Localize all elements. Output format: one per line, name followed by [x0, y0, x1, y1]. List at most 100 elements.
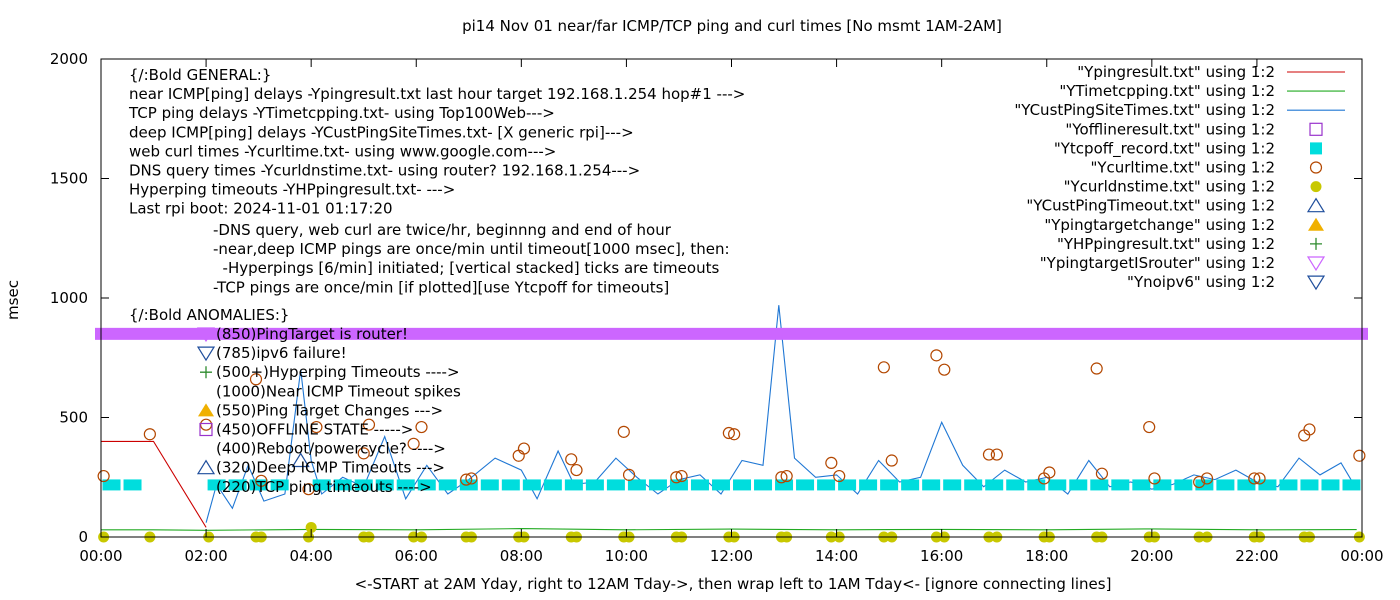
data-point: [796, 479, 815, 491]
data-point: [362, 418, 376, 431]
data-point: [1027, 479, 1046, 491]
data-point: [438, 479, 457, 491]
legend-marker: [1310, 237, 1322, 250]
x-tick: 22:00: [1235, 59, 1279, 565]
data-point: [1216, 479, 1235, 491]
data-point: [480, 479, 499, 491]
data-point: [754, 479, 773, 491]
annotation-general-line: near ICMP[ping] delays -Ypingresult.txt …: [129, 85, 745, 103]
data-point: [990, 448, 1003, 461]
data-point: [1248, 472, 1261, 485]
data-point: [1200, 472, 1214, 485]
legend-item: "YpingtargetISrouter" using 1:2: [1040, 254, 1326, 272]
data-point: [1353, 449, 1366, 462]
legend-item: "Yofflineresult.txt" using 1:2: [1065, 120, 1323, 138]
data-point: [228, 479, 247, 491]
data-point: [249, 479, 268, 491]
data-point: [517, 442, 531, 455]
data-point: [964, 479, 983, 491]
legend-marker: [1306, 256, 1326, 272]
data-point: [648, 479, 667, 491]
data-point: [1069, 479, 1088, 491]
legend-item: "YTimetcpping.txt" using 1:2: [1059, 82, 1345, 100]
series-ypingtargetisrouter-using-1-2: [95, 327, 1368, 340]
data-point: [501, 479, 520, 491]
x-tick: 00:00: [1340, 59, 1384, 565]
data-point: [1132, 479, 1151, 491]
anomaly-label: (785)ipv6 failure!: [216, 344, 347, 362]
y-tick-label: 0: [78, 528, 88, 546]
data-point: [825, 456, 838, 470]
legend-label: "YHPpingresult.txt" using 1:2: [1057, 235, 1275, 253]
legend-marker: [1310, 142, 1322, 155]
anomaly-marker: [196, 346, 216, 362]
x-tick-label: 06:00: [395, 547, 438, 565]
data-point: [775, 479, 794, 491]
legend-label: "Ypingtargetchange" using 1:2: [1044, 216, 1275, 234]
data-point: [669, 479, 688, 491]
data-point: [396, 479, 415, 491]
data-point: [97, 469, 110, 483]
legend-item: "Ypingresult.txt" using 1:2: [1077, 63, 1345, 81]
legend: "Ypingresult.txt" using 1:2"YTimetcpping…: [1014, 63, 1345, 291]
series-ycurltime-txt-using-1-2: [97, 349, 1366, 496]
data-point: [585, 479, 604, 491]
anomaly-label: (1000)Near ICMP Timeout spikes: [216, 382, 461, 400]
legend-item: "YHPpingresult.txt" using 1:2: [1057, 235, 1322, 253]
y-tick: 0: [78, 528, 1362, 546]
x-tick-label: 12:00: [710, 547, 753, 565]
y-tick-label: 2000: [50, 50, 88, 68]
annotation-general-line: TCP ping delays -YTimetcpping.txt- using…: [128, 104, 555, 122]
x-tick-label: 02:00: [184, 547, 227, 565]
legend-item: "Ypingtargetchange" using 1:2: [1044, 216, 1324, 234]
data-point: [1006, 479, 1025, 491]
x-axis-label: <-START at 2AM Yday, right to 12AM Tday-…: [355, 575, 1112, 593]
anomaly-label: (500+)Hyperping Timeouts ---->: [216, 363, 460, 381]
data-point: [143, 428, 156, 441]
x-tick: 18:00: [1025, 59, 1068, 565]
annotation-note-line: -TCP pings are once/min [if plotted][use…: [213, 278, 669, 296]
data-point: [465, 472, 478, 485]
data-point: [305, 521, 317, 533]
data-point: [775, 471, 788, 484]
data-point: [1111, 479, 1130, 491]
data-point: [312, 479, 331, 491]
y-tick: 500: [59, 409, 1362, 427]
data-point: [1048, 479, 1067, 491]
data-point: [291, 452, 310, 468]
data-point: [1143, 420, 1156, 434]
data-point: [1253, 472, 1266, 485]
x-tick: 20:00: [1130, 59, 1173, 565]
anomaly-item: (850)PingTarget is router!: [196, 325, 408, 343]
legend-marker: [1310, 181, 1322, 193]
data-point: [543, 479, 562, 491]
anomaly-label: (850)PingTarget is router!: [216, 325, 408, 343]
legend-item: "YCustPingTimeout.txt" using 1:2: [1026, 197, 1326, 215]
y-tick: 2000: [50, 50, 1362, 68]
x-tick: 04:00: [290, 59, 333, 565]
data-point: [1090, 362, 1103, 375]
data-point: [817, 479, 836, 491]
data-point: [982, 448, 996, 461]
x-tick-label: 22:00: [1235, 547, 1278, 565]
data-point: [1279, 479, 1298, 491]
data-point: [357, 447, 370, 460]
x-tick: 08:00: [500, 59, 543, 565]
data-point: [859, 479, 878, 491]
data-point: [460, 473, 473, 486]
data-point: [838, 479, 857, 491]
legend-label: "Ypingresult.txt" using 1:2: [1077, 63, 1275, 81]
legend-label: "Ycurldnstime.txt" using 1:2: [1064, 178, 1275, 196]
y-tick-label: 1000: [50, 289, 88, 307]
x-tick-label: 16:00: [920, 547, 963, 565]
data-point: [1174, 479, 1193, 491]
legend-label: "YCustPingTimeout.txt" using 1:2: [1026, 197, 1275, 215]
annotation-note-line: -Hyperpings [6/min] initiated; [vertical…: [213, 259, 719, 277]
data-point: [922, 479, 941, 491]
anomaly-item: (320)Deep ICMP Timeouts --->: [196, 459, 445, 477]
x-tick-label: 00:00: [79, 547, 122, 565]
chart-title: pi14 Nov 01 near/far ICMP/TCP ping and c…: [462, 17, 1002, 35]
data-point: [123, 479, 142, 491]
anomalies-header: {/:Bold ANOMALIES:}: [129, 306, 289, 324]
